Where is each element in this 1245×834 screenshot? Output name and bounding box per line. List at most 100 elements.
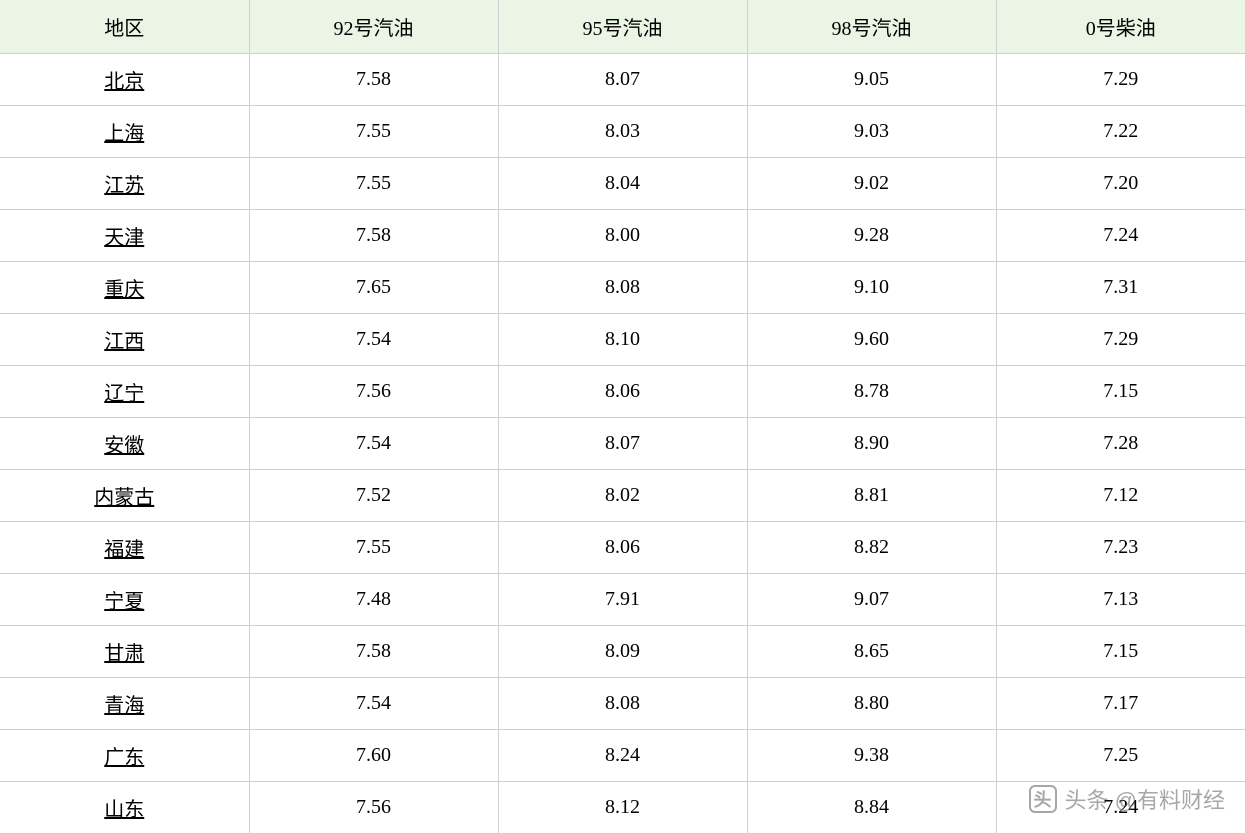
table-row: 宁夏7.487.919.077.13: [0, 574, 1245, 626]
cell-d0: 7.15: [996, 366, 1245, 418]
table-row: 甘肃 7.588.098.657.15: [0, 626, 1245, 678]
table-row: 重庆 7.658.089.107.31: [0, 262, 1245, 314]
cell-p95: 8.09: [498, 626, 747, 678]
cell-p95: 8.03: [498, 106, 747, 158]
table-row: 天津 7.588.009.287.24: [0, 210, 1245, 262]
col-header-98: 98号汽油: [747, 0, 996, 54]
cell-p98: 8.84: [747, 782, 996, 834]
cell-p92: 7.54: [249, 678, 498, 730]
watermark-text: 头条 @有料财经: [1065, 783, 1225, 815]
cell-p92: 7.58: [249, 626, 498, 678]
cell-p98: 9.10: [747, 262, 996, 314]
region-link[interactable]: 内蒙古: [94, 487, 154, 509]
cell-p98: 9.03: [747, 106, 996, 158]
table-row: 北京7.588.079.057.29: [0, 54, 1245, 106]
cell-p92: 7.56: [249, 366, 498, 418]
cell-d0: 7.29: [996, 314, 1245, 366]
region-link[interactable]: 上海: [104, 123, 144, 145]
cell-p92: 7.60: [249, 730, 498, 782]
col-header-diesel: 0号柴油: [996, 0, 1245, 54]
cell-p95: 8.12: [498, 782, 747, 834]
cell-p98: 9.02: [747, 158, 996, 210]
cell-p98: 9.07: [747, 574, 996, 626]
cell-p92: 7.55: [249, 158, 498, 210]
cell-p92: 7.55: [249, 106, 498, 158]
watermark: 头 头条 @有料财经: [1029, 783, 1225, 815]
table-body: 北京7.588.079.057.29上海7.558.039.037.22江苏7.…: [0, 54, 1245, 834]
cell-p95: 8.08: [498, 678, 747, 730]
cell-region: 广东: [0, 730, 249, 782]
region-link[interactable]: 广东: [104, 747, 144, 769]
cell-d0: 7.15: [996, 626, 1245, 678]
table-row: 青海7.548.088.807.17: [0, 678, 1245, 730]
cell-region: 山东: [0, 782, 249, 834]
region-link[interactable]: 北京: [104, 71, 144, 93]
cell-region: 重庆: [0, 262, 249, 314]
cell-region: 福建: [0, 522, 249, 574]
cell-region: 江西: [0, 314, 249, 366]
region-link[interactable]: 江西: [104, 331, 144, 353]
cell-region: 天津: [0, 210, 249, 262]
cell-p95: 8.10: [498, 314, 747, 366]
cell-p92: 7.65: [249, 262, 498, 314]
cell-p92: 7.58: [249, 210, 498, 262]
cell-region: 辽宁: [0, 366, 249, 418]
col-header-region: 地区: [0, 0, 249, 54]
table-row: 内蒙古7.528.028.817.12: [0, 470, 1245, 522]
region-link[interactable]: 甘肃: [104, 643, 144, 665]
cell-d0: 7.20: [996, 158, 1245, 210]
cell-p98: 8.90: [747, 418, 996, 470]
region-link[interactable]: 重庆: [104, 279, 144, 301]
fuel-price-table: 地区 92号汽油 95号汽油 98号汽油 0号柴油 北京7.588.079.05…: [0, 0, 1245, 834]
cell-region: 甘肃: [0, 626, 249, 678]
table-header-row: 地区 92号汽油 95号汽油 98号汽油 0号柴油: [0, 0, 1245, 54]
cell-p98: 8.78: [747, 366, 996, 418]
col-header-95: 95号汽油: [498, 0, 747, 54]
cell-p98: 8.80: [747, 678, 996, 730]
cell-d0: 7.23: [996, 522, 1245, 574]
cell-d0: 7.25: [996, 730, 1245, 782]
cell-region: 江苏: [0, 158, 249, 210]
cell-p95: 8.02: [498, 470, 747, 522]
region-link[interactable]: 江苏: [104, 175, 144, 197]
region-link[interactable]: 山东: [104, 799, 144, 821]
cell-p92: 7.52: [249, 470, 498, 522]
cell-d0: 7.22: [996, 106, 1245, 158]
table-row: 上海 7.558.039.037.22: [0, 106, 1245, 158]
cell-p98: 9.28: [747, 210, 996, 262]
cell-p95: 8.00: [498, 210, 747, 262]
cell-p95: 8.07: [498, 418, 747, 470]
cell-region: 上海: [0, 106, 249, 158]
table-row: 安徽 7.548.078.907.28: [0, 418, 1245, 470]
region-link[interactable]: 福建: [104, 539, 144, 561]
watermark-icon: 头: [1029, 785, 1057, 813]
cell-p98: 9.05: [747, 54, 996, 106]
table-row: 江苏7.558.049.027.20: [0, 158, 1245, 210]
cell-p95: 8.06: [498, 366, 747, 418]
region-link[interactable]: 安徽: [104, 435, 144, 457]
cell-p92: 7.54: [249, 418, 498, 470]
region-link[interactable]: 天津: [104, 227, 144, 249]
cell-p92: 7.54: [249, 314, 498, 366]
table-row: 江西 7.548.109.607.29: [0, 314, 1245, 366]
cell-p92: 7.56: [249, 782, 498, 834]
cell-region: 内蒙古: [0, 470, 249, 522]
cell-p98: 9.60: [747, 314, 996, 366]
cell-p95: 8.07: [498, 54, 747, 106]
cell-region: 安徽: [0, 418, 249, 470]
cell-d0: 7.31: [996, 262, 1245, 314]
cell-p92: 7.55: [249, 522, 498, 574]
region-link[interactable]: 宁夏: [104, 591, 144, 613]
cell-d0: 7.28: [996, 418, 1245, 470]
cell-d0: 7.13: [996, 574, 1245, 626]
region-link[interactable]: 青海: [104, 695, 144, 717]
table-row: 福建7.558.068.827.23: [0, 522, 1245, 574]
cell-d0: 7.24: [996, 210, 1245, 262]
cell-region: 宁夏: [0, 574, 249, 626]
region-link[interactable]: 辽宁: [104, 383, 144, 405]
table-row: 广东7.608.249.387.25: [0, 730, 1245, 782]
cell-p95: 8.08: [498, 262, 747, 314]
cell-p98: 8.65: [747, 626, 996, 678]
cell-p92: 7.58: [249, 54, 498, 106]
cell-p98: 8.82: [747, 522, 996, 574]
